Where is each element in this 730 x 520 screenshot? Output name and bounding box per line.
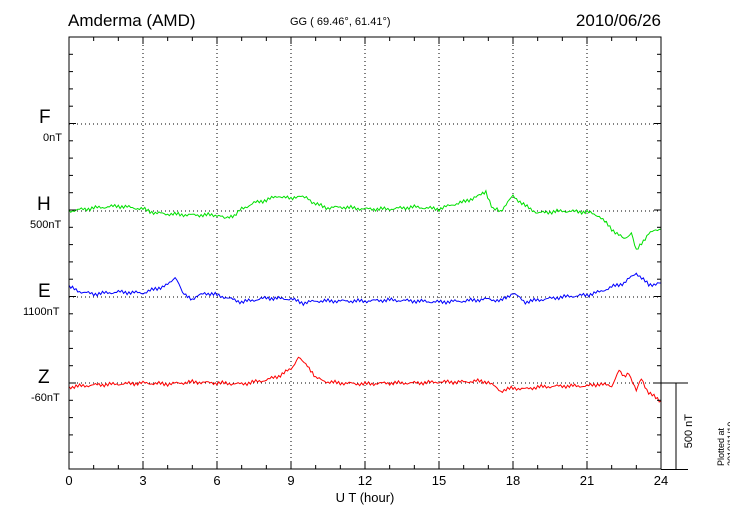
component-label-e: E bbox=[38, 281, 51, 302]
x-tick-label: 12 bbox=[358, 473, 372, 488]
date-label: 2010/06/26 bbox=[575, 11, 661, 30]
x-tick-label: 21 bbox=[580, 473, 594, 488]
baseline-label-f: 0nT bbox=[43, 132, 62, 144]
baseline-label-h: 500nT bbox=[30, 219, 62, 231]
component-label-f: F bbox=[39, 107, 51, 128]
component-label-h: H bbox=[37, 194, 51, 215]
component-label-z: Z bbox=[38, 367, 50, 388]
baseline-label-e: 1100nT bbox=[23, 306, 60, 318]
baseline-label-z: -60nT bbox=[31, 392, 60, 404]
grid-lines bbox=[142, 37, 588, 469]
x-tick-label: 9 bbox=[287, 473, 294, 488]
x-tick-label: 15 bbox=[432, 473, 446, 488]
trace-h bbox=[68, 189, 662, 250]
axis-ticks bbox=[68, 36, 662, 469]
component-baselines bbox=[69, 123, 661, 384]
x-tick-label: 6 bbox=[213, 473, 220, 488]
scale-bar-label: 500 nT bbox=[683, 414, 695, 449]
x-tick-labels: 0 3 6 9 12 15 18 21 24 bbox=[65, 473, 668, 488]
x-axis-label: U T (hour) bbox=[336, 490, 395, 505]
x-tick-label: 3 bbox=[139, 473, 146, 488]
trace-z bbox=[68, 356, 662, 403]
x-tick-label: 0 bbox=[65, 473, 72, 488]
x-tick-label: 24 bbox=[654, 473, 668, 488]
scale-bar: 500 nT bbox=[661, 382, 695, 470]
plotted-timestamp: Plotted at 2010/11/19 05:37 UT bbox=[716, 421, 730, 466]
trace-e bbox=[68, 272, 661, 307]
series-traces bbox=[68, 189, 662, 403]
station-title: Amderma (AMD) bbox=[68, 11, 196, 30]
x-tick-label: 18 bbox=[506, 473, 520, 488]
coordinates-label: GG ( 69.46°, 61.41°) bbox=[290, 16, 391, 28]
